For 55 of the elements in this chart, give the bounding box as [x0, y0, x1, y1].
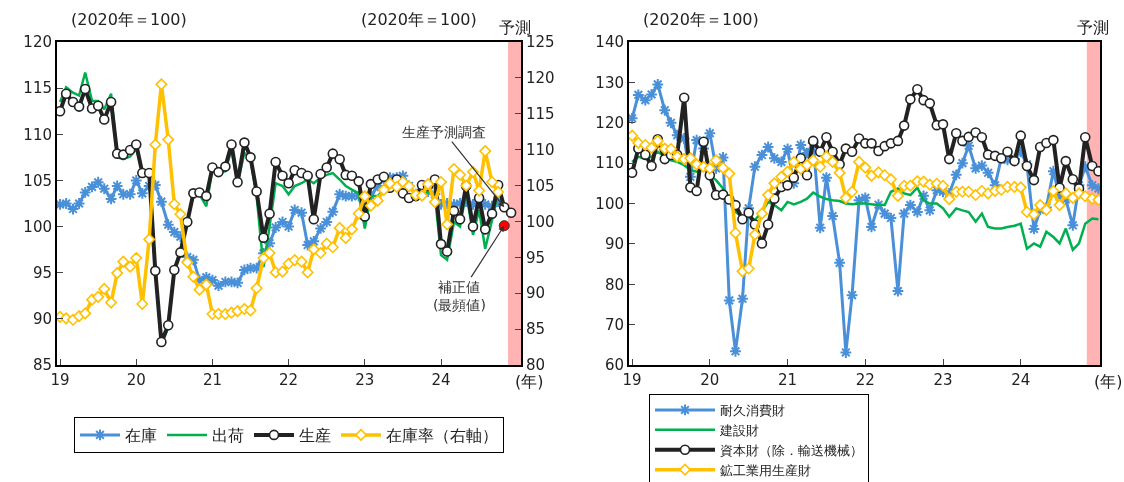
y-tick-label: 70 — [604, 315, 624, 334]
legend-label: 在庫 — [125, 426, 157, 446]
y-tick-label: 95 — [32, 263, 52, 282]
y-tick-label: 120 — [595, 114, 624, 132]
x-tick-label: 23 — [933, 371, 953, 389]
y2-axis-title: (2020年＝100) — [361, 10, 477, 29]
y-tick-label: 140 — [595, 33, 624, 52]
band-label: 予測 — [1077, 18, 1109, 37]
y-tick-label: 100 — [595, 194, 624, 213]
legend-label: 建設財 — [719, 422, 759, 438]
x-tick-label: 19 — [622, 371, 642, 389]
y-tick-label: 90 — [604, 235, 624, 254]
y2-tick-label: 100 — [526, 212, 555, 231]
y-tick-label: 120 — [23, 33, 52, 52]
legend-label: 在庫率（右軸） — [386, 426, 498, 446]
y-tick-label: 130 — [595, 73, 624, 92]
y-tick-label: 85 — [32, 356, 52, 375]
x-tick-label: 21 — [202, 371, 222, 389]
legend-label: 資本財（除．輸送機械） — [720, 442, 863, 458]
y2-tick-label: 120 — [526, 69, 555, 88]
y-tick-label: 110 — [595, 154, 624, 173]
x-axis-title: (年) — [515, 372, 544, 391]
x-tick-label: 20 — [700, 371, 720, 389]
y2-tick-label: 85 — [526, 320, 546, 339]
x-tick-label: 21 — [778, 371, 798, 389]
x-axis-title: (年) — [1094, 372, 1123, 391]
y-tick-label: 100 — [23, 217, 52, 236]
y2-tick-label: 90 — [526, 284, 546, 303]
annotation: 補正値 (最頻値) — [433, 279, 486, 314]
y-tick-label: 80 — [604, 275, 624, 294]
annotation: 生産予測調査 — [402, 124, 486, 140]
y2-tick-label: 115 — [526, 105, 555, 124]
legend-label: 鉱工業用生産財 — [720, 462, 811, 478]
y-tick-label: 90 — [32, 310, 52, 329]
y2-tick-label: 80 — [526, 356, 546, 375]
y-tick-label: 60 — [604, 356, 624, 375]
y2-tick-label: 95 — [526, 248, 546, 267]
x-tick-label: 23 — [355, 371, 375, 389]
y-axis-title: (2020年＝100) — [71, 10, 187, 29]
y-tick-label: 105 — [23, 171, 52, 190]
band-label: 予測 — [499, 18, 531, 37]
x-tick-label: 20 — [126, 371, 146, 389]
y-tick-label: 115 — [23, 79, 52, 98]
legend-label: 耐久消費財 — [720, 403, 785, 419]
y-tick-label: 110 — [23, 125, 52, 144]
y2-tick-label: 110 — [526, 140, 555, 159]
x-tick-label: 19 — [50, 371, 70, 389]
y2-tick-label: 105 — [526, 176, 555, 195]
x-tick-label: 24 — [431, 371, 451, 389]
x-tick-label: 24 — [1011, 371, 1031, 389]
y-axis-title: (2020年＝100) — [643, 10, 759, 29]
x-tick-label: 22 — [279, 371, 299, 389]
legend-label: 出荷 — [212, 426, 244, 446]
legend-label: 生産 — [299, 426, 331, 446]
x-tick-label: 22 — [855, 371, 875, 389]
